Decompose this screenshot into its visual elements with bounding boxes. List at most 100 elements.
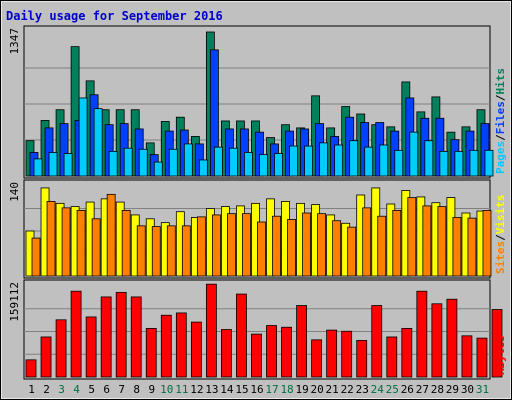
bar-pages-day-9 bbox=[153, 161, 163, 177]
bar-pages-day-7 bbox=[123, 147, 133, 177]
bar-sites-day-25 bbox=[392, 210, 402, 277]
bar-kbytes-day-11 bbox=[175, 312, 187, 378]
bar-kbytes-day-5 bbox=[85, 316, 97, 378]
bar-pages-day-14 bbox=[229, 147, 238, 177]
bar-sites-day-14 bbox=[227, 213, 236, 277]
x-tick-label-day-11: 11 bbox=[175, 383, 188, 396]
bar-kbytes-day-3 bbox=[55, 319, 67, 378]
panel-visits-sites: 140 Sites/Visits bbox=[8, 179, 507, 279]
bar-kbytes-day-23 bbox=[356, 339, 368, 378]
x-tick-label-day-18: 18 bbox=[280, 383, 293, 396]
x-tick-label-day-19: 19 bbox=[295, 383, 308, 396]
x-tick-label-day-22: 22 bbox=[341, 383, 354, 396]
legend-separator: / bbox=[494, 94, 507, 101]
x-tick-label-day-20: 20 bbox=[311, 383, 324, 396]
bar-sites-day-23 bbox=[362, 207, 372, 277]
x-tick-label-day-27: 27 bbox=[416, 383, 429, 396]
legend-hits-files-pages: Pages/Files/Hits bbox=[494, 68, 507, 174]
legend-kbytes: KBytes bbox=[494, 335, 507, 375]
bar-kbytes-day-31 bbox=[476, 337, 488, 378]
bar-kbytes-day-21 bbox=[326, 329, 338, 378]
legend-visits: Visits bbox=[494, 195, 507, 235]
bar-sites-day-30 bbox=[467, 217, 477, 277]
x-tick-label-day-4: 4 bbox=[73, 383, 80, 396]
bar-pages-day-13 bbox=[213, 146, 223, 177]
bar-kbytes-day-22 bbox=[341, 330, 353, 378]
bar-sites-day-5 bbox=[91, 218, 101, 277]
bar-sites-day-8 bbox=[136, 225, 146, 277]
bar-pages-day-27 bbox=[424, 140, 434, 177]
bar-sites-day-4 bbox=[76, 210, 86, 277]
bar-kbytes-day-15 bbox=[236, 293, 247, 378]
x-tick-label-day-23: 23 bbox=[356, 383, 369, 396]
bar-pages-day-4 bbox=[78, 97, 88, 177]
bar-sites-day-13 bbox=[211, 214, 221, 277]
bar-pages-day-8 bbox=[138, 148, 148, 177]
x-tick-label-day-16: 16 bbox=[250, 383, 263, 396]
bar-pages-day-12 bbox=[198, 159, 208, 177]
bar-kbytes-day-12 bbox=[190, 321, 202, 378]
bar-pages-day-10 bbox=[168, 148, 178, 177]
legend-pages: Pages bbox=[494, 141, 507, 174]
bar-pages-day-6 bbox=[108, 151, 118, 177]
bar-sites-day-11 bbox=[181, 225, 191, 277]
bar-sites-day-21 bbox=[332, 220, 342, 277]
legend-kbytes: KBytes bbox=[494, 335, 507, 375]
bar-sites-day-29 bbox=[452, 217, 462, 277]
x-tick-label-day-29: 29 bbox=[446, 383, 459, 396]
bar-pages-day-1 bbox=[33, 158, 43, 177]
bar-kbytes-day-27 bbox=[416, 290, 428, 378]
bar-sites-day-12 bbox=[196, 216, 206, 277]
bar-sites-day-16 bbox=[257, 221, 266, 277]
x-tick-label-day-17: 17 bbox=[265, 383, 278, 396]
bar-sites-day-2 bbox=[46, 201, 56, 277]
bar-kbytes-day-32 bbox=[491, 309, 503, 378]
x-tick-label-day-8: 8 bbox=[133, 383, 140, 396]
bar-sites-day-28 bbox=[437, 206, 447, 277]
x-tick-label-day-3: 3 bbox=[58, 383, 65, 396]
bar-pages-day-25 bbox=[394, 149, 404, 177]
bar-pages-day-18 bbox=[289, 145, 298, 177]
bar-sites-day-9 bbox=[151, 226, 161, 277]
bar-sites-day-20 bbox=[317, 213, 327, 277]
bar-sites-day-18 bbox=[287, 219, 296, 277]
bar-kbytes-day-25 bbox=[386, 336, 398, 378]
x-tick-label-day-21: 21 bbox=[326, 383, 339, 396]
bar-kbytes-day-1 bbox=[25, 359, 37, 378]
bar-sites-day-3 bbox=[61, 207, 71, 277]
y-max-label: 159112 bbox=[8, 282, 21, 322]
bar-kbytes-day-10 bbox=[160, 314, 172, 378]
x-tick-label-day-7: 7 bbox=[118, 383, 125, 396]
bar-kbytes-day-18 bbox=[281, 326, 292, 378]
y-max-label: 140 bbox=[8, 182, 21, 202]
x-tick-label-day-1: 1 bbox=[28, 383, 35, 396]
x-tick-label-day-6: 6 bbox=[103, 383, 110, 396]
x-tick-label-day-2: 2 bbox=[43, 383, 50, 396]
x-tick-label-day-31: 31 bbox=[476, 383, 489, 396]
bar-pages-day-26 bbox=[409, 131, 419, 177]
bar-sites-day-26 bbox=[407, 197, 417, 277]
bar-pages-day-19 bbox=[304, 145, 313, 177]
bar-sites-day-22 bbox=[347, 226, 357, 277]
chart-title: Daily usage for September 2016 bbox=[6, 9, 223, 23]
legend-sites: Sites bbox=[494, 241, 507, 274]
x-tick-label-day-9: 9 bbox=[148, 383, 155, 396]
bar-pages-day-28 bbox=[439, 151, 449, 177]
bar-sites-day-24 bbox=[377, 215, 387, 277]
legend-files: Files bbox=[494, 101, 507, 134]
bar-kbytes-day-14 bbox=[221, 329, 232, 378]
x-tick-label-day-12: 12 bbox=[190, 383, 203, 396]
bar-kbytes-day-26 bbox=[401, 327, 413, 378]
panel-kbytes: 159112 KBytes bbox=[8, 279, 507, 380]
x-tick-label-day-30: 30 bbox=[461, 383, 474, 396]
bar-kbytes-day-2 bbox=[40, 336, 52, 378]
bar-pages-day-22 bbox=[349, 140, 359, 177]
bar-sites-day-31 bbox=[482, 210, 492, 277]
bar-kbytes-day-6 bbox=[100, 296, 112, 378]
bar-pages-day-3 bbox=[63, 153, 73, 177]
bar-kbytes-day-13 bbox=[205, 283, 217, 378]
legend-separator: / bbox=[494, 134, 507, 141]
bar-kbytes-day-20 bbox=[311, 339, 323, 378]
